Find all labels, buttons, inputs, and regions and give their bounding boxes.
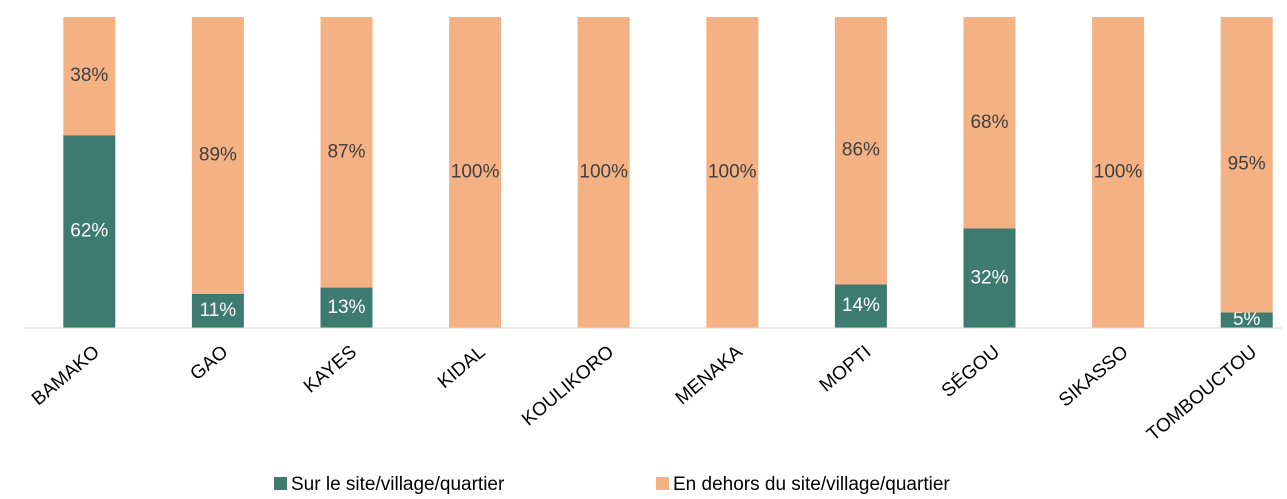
bar-segment (1220, 17, 1273, 313)
bar-segment (63, 135, 116, 328)
x-tick-label: TOMBOUCTOU (1143, 342, 1261, 446)
data-label: 86% (842, 140, 880, 161)
data-label: 11% (200, 300, 237, 321)
bar-segment (963, 228, 1016, 328)
data-label: 100% (708, 162, 757, 183)
data-label: 87% (327, 141, 365, 162)
data-label: 13% (327, 297, 365, 318)
bar-segment (449, 17, 502, 328)
bar-segment (706, 17, 759, 328)
bar-segment (191, 293, 244, 328)
data-label: 100% (1094, 162, 1143, 183)
x-tick-label: BAMAKO (28, 342, 104, 410)
data-label: 38% (70, 65, 108, 86)
bar-segment (63, 17, 116, 136)
data-label: 95% (1228, 154, 1266, 175)
data-label: 100% (451, 162, 500, 183)
data-label: 100% (579, 162, 628, 183)
data-label: 32% (970, 267, 1008, 288)
x-tick-label: SÉGOU (938, 342, 1004, 402)
data-label: 5% (1233, 309, 1261, 330)
legend-swatch (656, 477, 669, 490)
legend-label: En dehors du site/village/quartier (673, 474, 950, 495)
bar-segment (577, 17, 630, 328)
data-label: 14% (842, 295, 880, 316)
bar-segment (1092, 17, 1145, 328)
bar-segment (191, 17, 244, 294)
bar-segment (834, 284, 887, 328)
x-tick-label: GAO (186, 342, 232, 385)
x-tick-label: KIDAL (434, 342, 490, 393)
data-label: 68% (970, 112, 1008, 133)
x-tick-label: KOULIKORO (518, 342, 618, 431)
x-tick-label: SIKASSO (1055, 342, 1132, 412)
bar-segment (1220, 312, 1273, 328)
legend-swatch (274, 477, 287, 490)
bar-segment (320, 17, 373, 288)
x-tick-label: MOPTI (816, 342, 876, 397)
x-tick-label: MENAKA (672, 341, 747, 409)
bar-segment (834, 17, 887, 285)
bar-segment (320, 287, 373, 328)
data-label: 89% (199, 144, 237, 165)
legend-label: Sur le site/village/quartier (291, 474, 505, 495)
data-label: 62% (70, 221, 108, 242)
bar-segment (963, 17, 1016, 229)
x-tick-label: KAYES (300, 342, 361, 398)
